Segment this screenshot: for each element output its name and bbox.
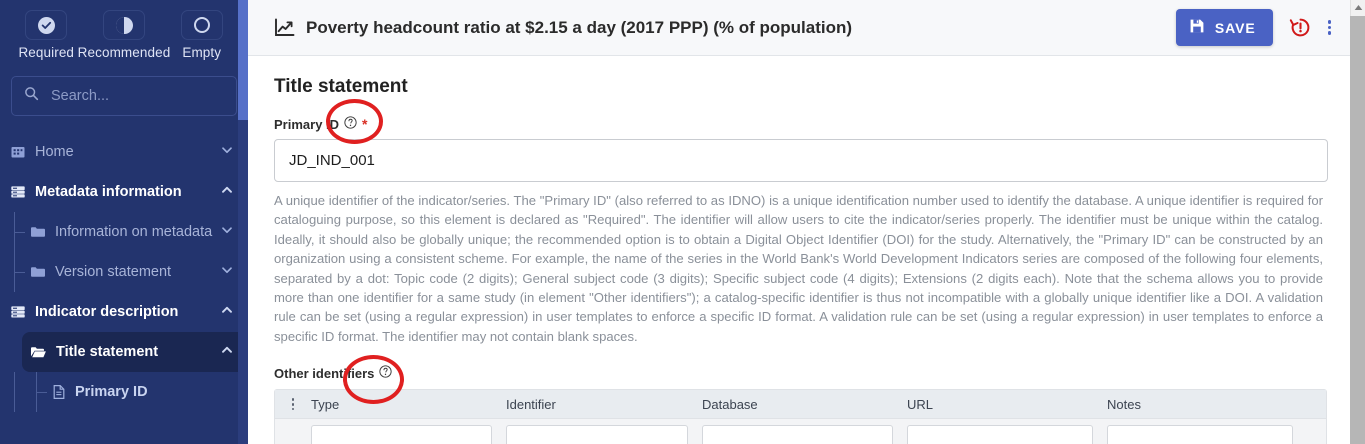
sidebar-item-information-on-metadata[interactable]: Information on metadata [0,212,248,252]
table-row [275,419,1326,444]
other-identifiers-label-row: Other identifiers [274,365,1339,381]
stack-icon [10,184,26,200]
sidebar-scrollbar-thumb[interactable] [238,0,248,120]
legend-chip-recommended [103,10,145,40]
cell-input-identifier[interactable] [506,425,688,444]
cell-notes [1107,425,1307,444]
tree-guide-line [14,272,25,273]
stack-icon [10,304,26,320]
document-icon [52,384,66,400]
primary-id-label: Primary ID [274,116,340,132]
legend-label-empty: Empty [182,45,222,60]
sidebar-item-metadata-information[interactable]: Metadata information [0,172,248,212]
sidebar-nav: Home Metadata information [0,132,248,412]
building-icon [10,144,26,160]
cell-input-notes[interactable] [1107,425,1293,444]
content-area: Title statement Primary ID * A unique id… [248,56,1365,444]
folder-icon [30,265,46,279]
main-panel: Poverty headcount ratio at $2.15 a day (… [248,0,1365,444]
more-vertical-icon[interactable] [1327,20,1331,35]
table-header-row: Type Identifier Database URL Notes [275,390,1326,420]
scroll-up-arrow-icon[interactable] [1351,0,1365,15]
folder-open-icon [30,345,47,359]
check-circle-icon [37,16,55,34]
sidebar-item-primary-id[interactable]: Primary ID [0,372,248,412]
chevron-up-icon[interactable] [220,303,234,321]
floppy-save-icon [1189,18,1205,37]
search-box[interactable] [11,76,237,116]
page-scrollbar-thumb[interactable] [1350,16,1365,444]
required-marker: * [362,116,368,132]
sidebar-scrollbar[interactable] [238,0,248,444]
half-circle-icon [115,16,133,34]
legend-label-recommended: Recommended [77,45,171,60]
help-circle-icon[interactable] [379,365,393,381]
sidebar-item-label: Information on metadata [55,224,213,240]
legend-label-required: Required [18,45,75,60]
sidebar-item-version-statement[interactable]: Version statement [0,252,248,292]
sidebar-item-label: Version statement [55,264,172,280]
cell-input-type[interactable] [311,425,492,444]
sidebar: Required Recommended Empty [0,0,248,444]
chevron-up-icon[interactable] [220,343,234,361]
sidebar-item-label: Metadata information [35,184,182,200]
history-alert-icon[interactable] [1289,16,1312,39]
save-button-label: SAVE [1214,19,1256,36]
cell-database [702,425,907,444]
page-title: Poverty headcount ratio at $2.15 a day (… [306,17,853,37]
search-icon [24,86,39,106]
sidebar-item-label: Title statement [56,344,159,360]
column-header-identifier[interactable]: Identifier [506,396,556,412]
section-title: Title statement [274,76,408,97]
chevron-down-icon[interactable] [220,143,234,161]
chevron-down-icon[interactable] [220,223,234,241]
sidebar-item-indicator-description[interactable]: Indicator description [0,292,248,332]
legend-chip-required [25,10,68,40]
line-chart-icon [274,17,295,38]
sidebar-item-title-statement[interactable]: Title statement [22,332,248,372]
column-header-database[interactable]: Database [702,396,758,412]
column-header-notes[interactable]: Notes [1107,396,1141,412]
folder-icon [30,225,46,239]
other-identifiers-label: Other identifiers [274,365,375,381]
help-circle-icon[interactable] [344,116,357,132]
cell-input-url[interactable] [907,425,1093,444]
more-vertical-dots [1327,20,1331,35]
search-input[interactable] [49,87,224,105]
topbar-actions: SAVE [1175,9,1351,46]
cell-identifier [506,425,702,444]
status-legend: Required Recommended Empty [0,0,248,60]
save-button[interactable]: SAVE [1175,9,1273,46]
sidebar-item-label: Indicator description [35,304,179,320]
column-header-type[interactable]: Type [311,396,340,412]
page-scrollbar[interactable] [1350,0,1365,444]
legend-item-empty: Empty [164,10,241,60]
tree-guide-line [14,232,25,233]
primary-id-description: A unique identifier of the indicator/ser… [274,193,1323,344]
sidebar-item-label: Home [35,144,74,160]
legend-chip-empty [180,10,223,40]
topbar: Poverty headcount ratio at $2.15 a day (… [248,0,1365,56]
legend-item-recommended: Recommended [78,10,170,60]
primary-id-label-row: Primary ID * [274,116,1339,132]
empty-circle-icon [193,17,210,33]
cell-input-database[interactable] [702,425,893,444]
cell-type [311,425,506,444]
cell-url [907,425,1107,444]
column-header-url[interactable]: URL [907,396,934,412]
other-identifiers-table: Type Identifier Database URL Notes [274,389,1327,444]
chevron-up-icon[interactable] [220,183,234,201]
chevron-down-icon[interactable] [220,263,234,281]
sidebar-item-home[interactable]: Home [0,132,248,172]
primary-id-input[interactable] [274,139,1328,182]
tree-guide-line [36,392,47,393]
sidebar-item-label: Primary ID [75,384,148,400]
tree-guide-line [14,372,15,412]
legend-item-required: Required [8,10,85,60]
drag-dots-icon[interactable] [275,398,311,411]
drag-dots [291,398,295,411]
